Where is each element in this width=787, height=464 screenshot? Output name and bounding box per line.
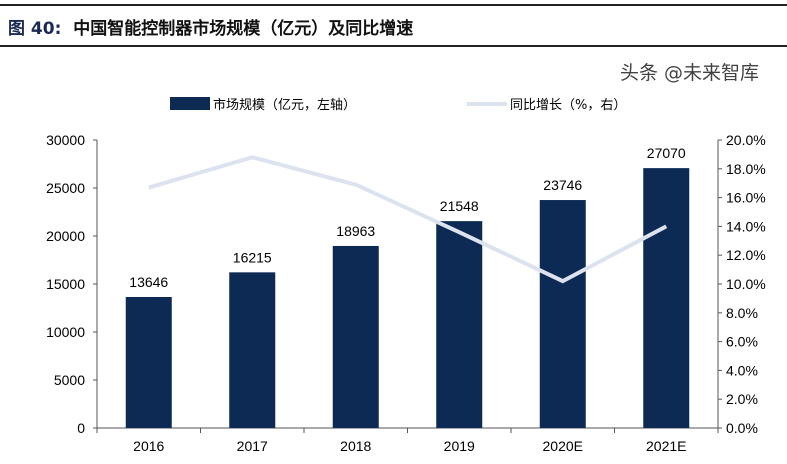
legend-line-label: 同比增长（%，右） bbox=[510, 98, 626, 113]
top-rule bbox=[0, 4, 787, 6]
x-tick-label: 2016 bbox=[133, 438, 164, 454]
x-tick-label: 2020E bbox=[543, 438, 583, 454]
right-tick-label: 0.0% bbox=[726, 420, 758, 436]
right-tick-label: 6.0% bbox=[726, 334, 758, 350]
right-tick-label: 4.0% bbox=[726, 362, 758, 378]
x-tick-label: 2017 bbox=[237, 438, 268, 454]
right-tick-label: 16.0% bbox=[726, 190, 766, 206]
bar bbox=[643, 168, 690, 429]
figure-label: 图 40: bbox=[8, 19, 62, 39]
left-tick-label: 0 bbox=[77, 420, 85, 436]
x-tick-label: 2021E bbox=[646, 438, 686, 454]
bar bbox=[539, 200, 586, 428]
left-tick-label: 30000 bbox=[46, 132, 85, 148]
x-tick-label: 2018 bbox=[340, 438, 371, 454]
bar-data-label: 23746 bbox=[543, 177, 582, 193]
legend-bar-label: 市场规模（亿元，左轴） bbox=[213, 97, 356, 113]
right-tick-label: 20.0% bbox=[726, 132, 766, 148]
bar bbox=[436, 221, 483, 428]
right-tick-label: 18.0% bbox=[726, 161, 766, 177]
left-tick-label: 20000 bbox=[46, 228, 85, 244]
bar-data-label: 27070 bbox=[647, 145, 686, 161]
legend-bar-swatch bbox=[170, 97, 210, 110]
left-tick-label: 25000 bbox=[46, 180, 85, 196]
right-tick-label: 12.0% bbox=[726, 247, 766, 263]
figure-title-text: 中国智能控制器市场规模（亿元）及同比增速 bbox=[73, 19, 414, 39]
bar bbox=[229, 272, 276, 428]
watermark: 头条 @未来智库 bbox=[620, 62, 760, 84]
right-tick-label: 14.0% bbox=[726, 218, 766, 234]
left-tick-label: 10000 bbox=[46, 324, 85, 340]
bar-data-label: 13646 bbox=[129, 274, 168, 290]
right-tick-label: 2.0% bbox=[726, 391, 758, 407]
x-tick-label: 2019 bbox=[444, 438, 475, 454]
bar-data-label: 21548 bbox=[440, 198, 479, 214]
right-tick-label: 8.0% bbox=[726, 305, 758, 321]
left-tick-label: 15000 bbox=[46, 276, 85, 292]
bar bbox=[125, 296, 172, 428]
bar-data-label: 18963 bbox=[336, 223, 375, 239]
bar-data-label: 16215 bbox=[233, 249, 272, 265]
growth-line bbox=[148, 155, 668, 284]
bottom-rule bbox=[0, 45, 787, 47]
figure-title: 图 40: 中国智能控制器市场规模（亿元）及同比增速 bbox=[8, 14, 413, 39]
bar bbox=[332, 245, 379, 428]
right-tick-label: 10.0% bbox=[726, 276, 766, 292]
left-tick-label: 5000 bbox=[54, 372, 85, 388]
